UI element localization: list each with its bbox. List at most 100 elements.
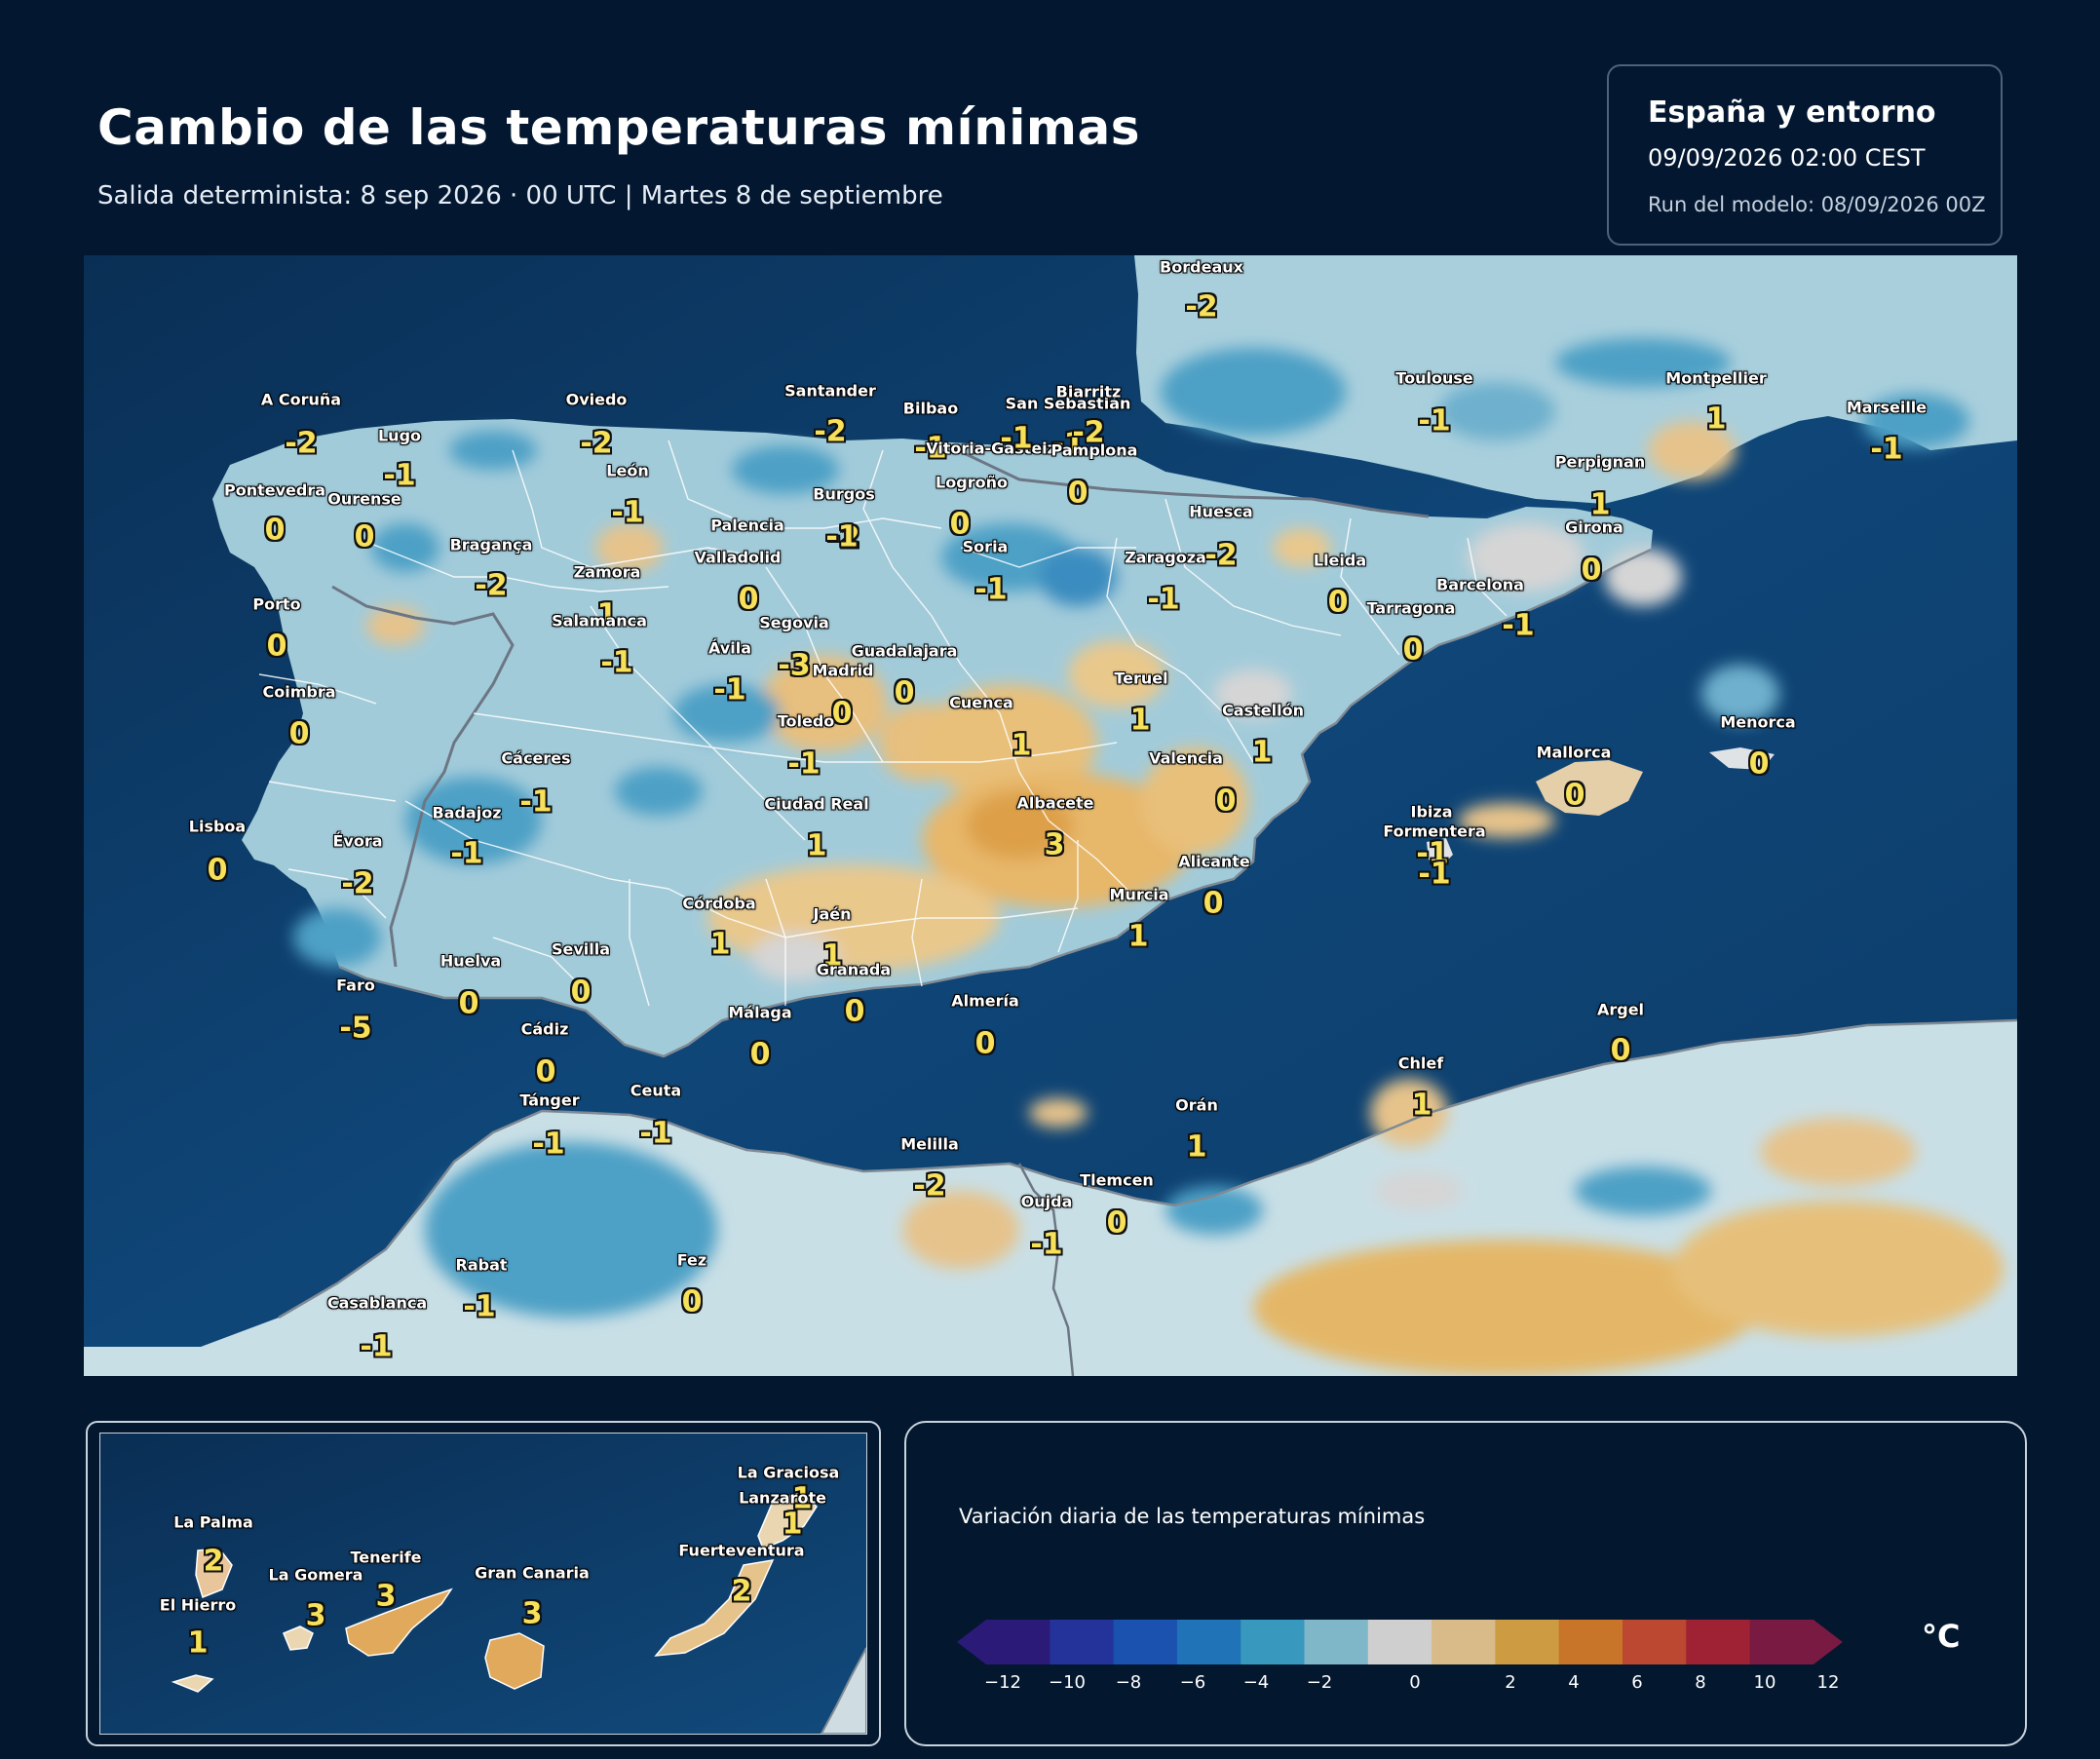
island-la-gomera (283, 1625, 314, 1651)
city-label-alicante: Alicante (1178, 852, 1250, 871)
island-value-fuerteventura: 2 (731, 1574, 752, 1609)
city-value-segovia: -3 (778, 648, 811, 683)
city-value-rabat: -1 (463, 1289, 496, 1324)
city-label-fez: Fez (676, 1250, 707, 1270)
region-label: España y entorno (1648, 96, 1936, 130)
city-value-ceuta: -1 (639, 1116, 672, 1151)
city-value-huesca: -2 (1204, 538, 1238, 573)
city-label-braganca: Bragança (449, 535, 533, 554)
city-label-santander: Santander (784, 381, 876, 401)
city-value-menorca: 0 (1748, 746, 1770, 782)
land-mallorca (1536, 760, 1643, 816)
city-label-madrid: Madrid (812, 661, 874, 680)
city-value-cadiz: 0 (535, 1054, 556, 1090)
colorbar-segment (1367, 1620, 1432, 1664)
city-label-argel: Argel (1596, 1000, 1645, 1019)
city-value-toledo: -1 (787, 746, 821, 782)
province-borders (258, 440, 1508, 1007)
border-morocco-algeria (1017, 1163, 1075, 1376)
city-label-faro: Faro (336, 975, 375, 995)
colorbar-segment (1623, 1620, 1687, 1664)
island-value-lanzarote: 1 (782, 1507, 803, 1542)
city-value-toulouse: -1 (1418, 403, 1451, 439)
header: Cambio de las temperaturas mínimas Salid… (0, 0, 2100, 255)
city-label-granada: Granada (816, 960, 892, 979)
city-value-coimbra: 0 (288, 716, 310, 751)
city-value-formentera: -1 (1418, 857, 1451, 892)
colorbar-segment (1050, 1620, 1115, 1664)
city-label-logrono: Logroño (935, 473, 1008, 492)
city-value-perpignan: 1 (1589, 487, 1611, 522)
colorbar-segment (986, 1620, 1050, 1664)
city-value-porto: 0 (266, 629, 287, 664)
city-value-barcelona: -1 (1502, 608, 1535, 643)
city-value-ibiza: -1 (1416, 836, 1449, 871)
main-map[interactable]: Bordeaux -2 A Coruña -2 Lugo -1 Oviedo -2 Santan… (84, 255, 2017, 1376)
city-label-malaga: Málaga (728, 1003, 792, 1022)
city-value-oujda: -1 (1030, 1227, 1063, 1262)
city-value-montpellier: 1 (1705, 402, 1727, 437)
city-label-vitoria-gasteiz: Vitoria-Gasteiz (926, 439, 1056, 458)
city-value-zamora: 1 (596, 597, 618, 632)
city-label-sevilla: Sevilla (551, 939, 611, 959)
city-value-melilla: -2 (913, 1168, 946, 1204)
colorbar-tick-label: 8 (1695, 1672, 1706, 1693)
city-value-lisboa: 0 (207, 853, 228, 888)
island-label-el-hierro: El Hierro (159, 1595, 237, 1615)
city-label-toulouse: Toulouse (1395, 368, 1473, 388)
city-value-san-sebastian: -1 (1051, 427, 1085, 462)
island-value-la-palma: 2 (203, 1544, 224, 1579)
island-fuerteventura (654, 1559, 775, 1657)
city-label-avila: Ávila (707, 638, 752, 658)
city-value-ciudad-real: 1 (806, 828, 827, 863)
city-label-evora: Évora (332, 831, 383, 851)
city-value-lugo: -1 (383, 458, 416, 493)
city-label-tlemcen: Tlemcen (1080, 1170, 1154, 1190)
city-label-almeria: Almería (951, 991, 1019, 1011)
legend-unit: °C (1922, 1618, 1961, 1655)
island-label-gran-canaria: Gran Canaria (475, 1563, 590, 1583)
colorbar-segment (1749, 1620, 1814, 1664)
city-label-burgos: Burgos (813, 484, 875, 504)
city-label-ceuta: Ceuta (630, 1081, 682, 1100)
colorbar-tick-label: −8 (1115, 1672, 1142, 1693)
canary-map[interactable]: La Graciosa 1 Lanzarote 1 La Palma 2 Tenerife 3… (99, 1433, 867, 1735)
city-value-braganca: -2 (475, 568, 508, 603)
map-background (84, 255, 2017, 1376)
city-label-a-coruna: A Coruña (260, 390, 342, 409)
city-label-leon: León (606, 461, 649, 480)
city-value-huelva: 0 (458, 986, 479, 1021)
city-label-bordeaux: Bordeaux (1160, 257, 1243, 277)
colorbar-tick-label: −12 (984, 1672, 1021, 1693)
city-value-sevilla: 0 (570, 975, 592, 1010)
colorbar-segment (1558, 1620, 1623, 1664)
colorbar-segment (1304, 1620, 1369, 1664)
city-label-ibiza: Ibiza (1410, 802, 1453, 822)
city-value-madrid: 0 (831, 696, 853, 731)
city-value-bordeaux: -2 (1185, 289, 1218, 325)
island-la-palma (195, 1548, 233, 1598)
city-value-granada: 0 (844, 994, 865, 1029)
coastline-africa (278, 1018, 2017, 1319)
city-label-oran: Orán (1175, 1095, 1218, 1115)
city-value-biarritz: -2 (1072, 415, 1105, 450)
city-label-badajoz: Badajoz (432, 803, 502, 822)
city-label-pontevedra: Pontevedra (223, 480, 326, 500)
city-value-oviedo: -2 (580, 426, 613, 461)
city-label-zamora: Zamora (573, 562, 641, 582)
city-label-casablanca: Casablanca (326, 1293, 428, 1313)
island-label-la-gomera: La Gomera (268, 1565, 363, 1585)
city-label-segovia: Segovia (759, 613, 829, 632)
island-label-fuerteventura: Fuerteventura (678, 1541, 805, 1560)
city-label-ciudad-real: Ciudad Real (764, 794, 869, 814)
city-label-albacete: Albacete (1016, 793, 1094, 813)
city-value-avila: -1 (713, 672, 746, 707)
city-value-mallorca: 0 (1564, 778, 1585, 813)
city-value-faro: -5 (339, 1011, 372, 1046)
city-value-ourense: 0 (354, 519, 375, 554)
city-value-murcia: 1 (1127, 919, 1149, 954)
city-label-oviedo: Oviedo (565, 390, 628, 409)
city-label-valladolid: Valladolid (694, 548, 782, 567)
colorbar-tick-label: −4 (1242, 1672, 1270, 1693)
colorbar-tick-label: −10 (1049, 1672, 1086, 1693)
